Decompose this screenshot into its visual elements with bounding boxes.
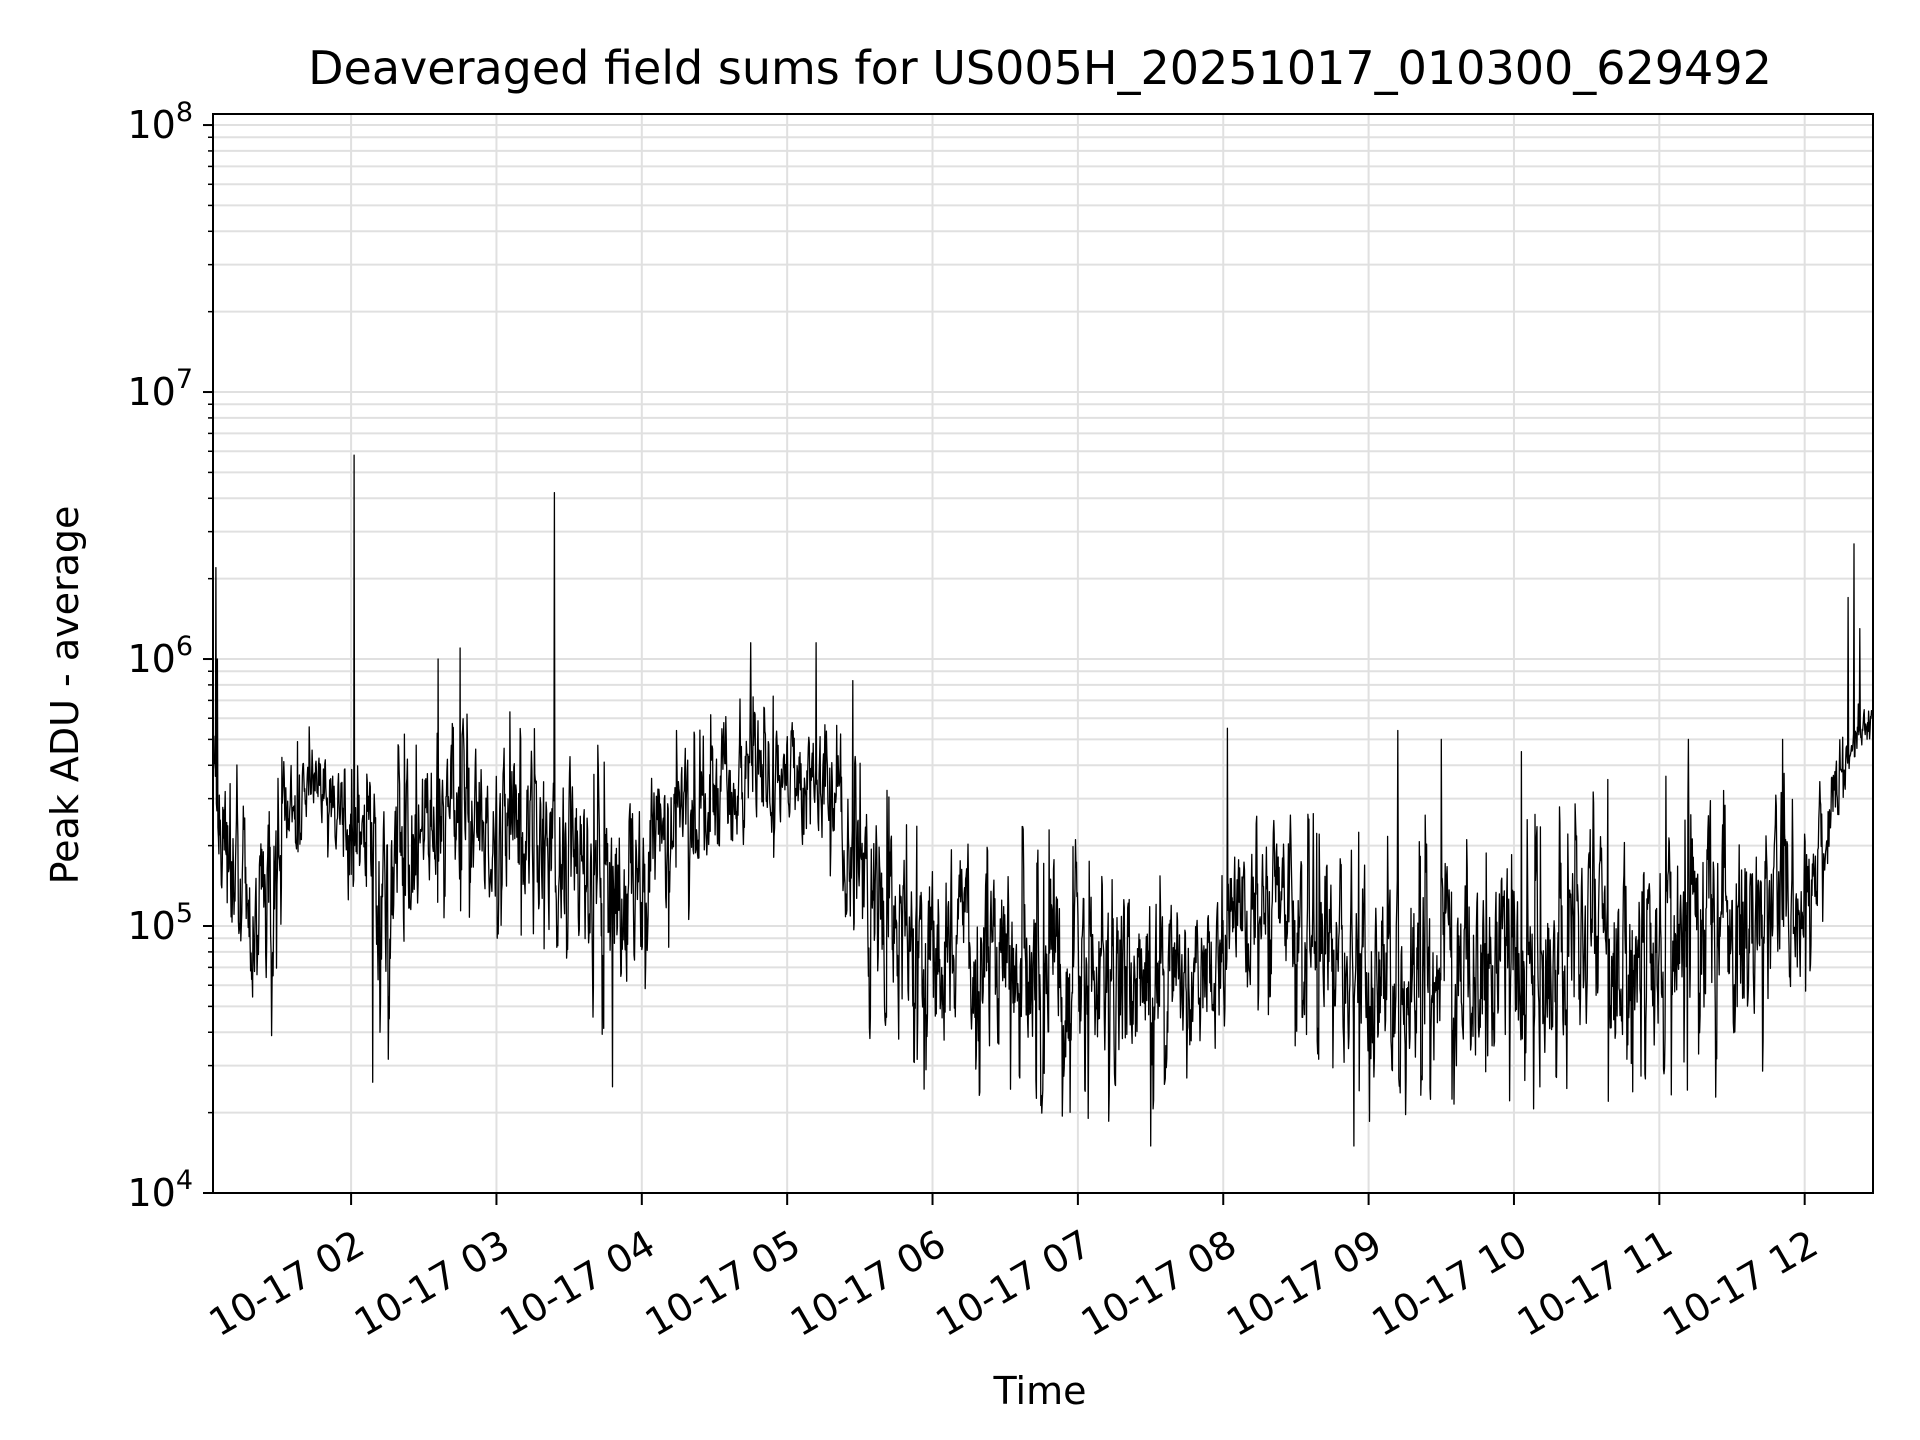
chart-title: Deaveraged field sums for US005H_2025101… (308, 41, 1772, 95)
y-tick-label: 108 (127, 97, 193, 147)
plot-frame (212, 113, 1874, 1194)
y-tick-label: 107 (127, 364, 193, 414)
series-line (212, 454, 1874, 1147)
grid (213, 114, 1873, 1194)
y-tick-label: 106 (127, 631, 193, 681)
x-axis-label: Time (993, 1369, 1087, 1413)
y-axis-label: Peak ADU - average (43, 506, 87, 885)
series-path (212, 454, 1874, 1147)
y-tick-label: 105 (127, 898, 193, 948)
y-axis: 104 105 106 107 108 (127, 97, 213, 1215)
y-tick-label: 104 (127, 1165, 193, 1215)
